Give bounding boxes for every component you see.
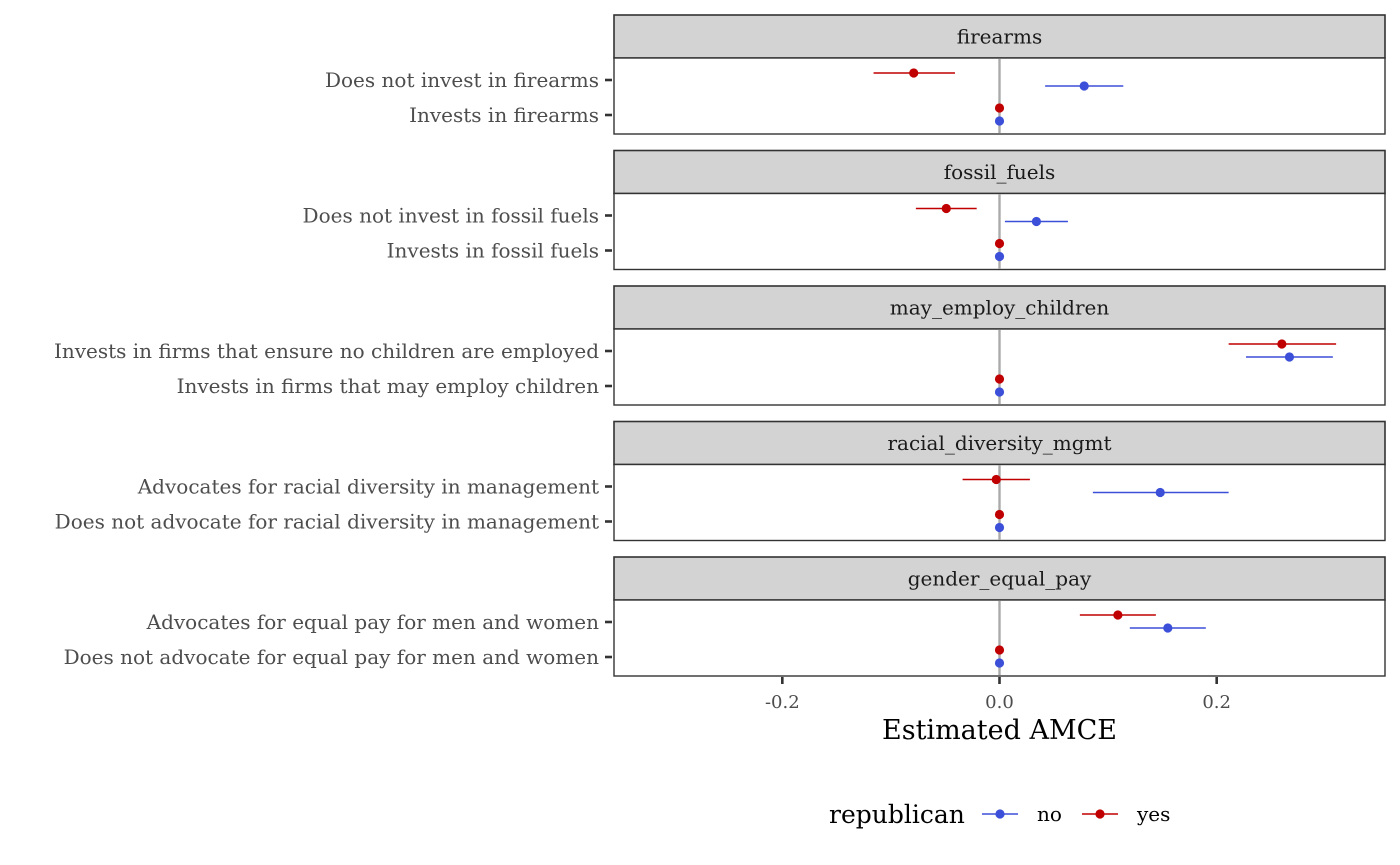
x-tick-label: 0.0 <box>985 692 1014 713</box>
legend-key-point <box>995 809 1005 819</box>
point-no <box>994 658 1005 668</box>
facet-strip <box>613 14 1386 59</box>
level-label: Does not advocate for equal pay for men … <box>64 645 600 669</box>
level-label: Advocates for racial diversity in manage… <box>137 475 599 499</box>
x-tick-label: 0.2 <box>1202 692 1231 713</box>
point-yes <box>994 509 1005 520</box>
facet-strip <box>613 285 1386 330</box>
level-label: Does not advocate for racial diversity i… <box>55 510 599 534</box>
legend-label: yes <box>1136 802 1170 826</box>
legend-label: no <box>1037 802 1062 826</box>
x-axis-title: Estimated AMCE <box>882 715 1117 746</box>
facet-title: racial_diversity_mgmt <box>887 431 1111 455</box>
level-label: Does not invest in fossil fuels <box>303 204 599 228</box>
point-no <box>994 251 1005 262</box>
point-no <box>994 116 1005 126</box>
level-label: Invests in firearms <box>409 103 599 127</box>
level-label: Invests in firms that may employ childre… <box>177 374 600 398</box>
point-no <box>1031 216 1042 227</box>
point-no <box>1284 352 1295 362</box>
point-yes <box>994 238 1005 249</box>
point-yes <box>994 103 1005 113</box>
level-label: Does not invest in firearms <box>325 68 599 92</box>
point-no <box>1163 623 1173 633</box>
point-yes <box>994 374 1005 384</box>
facet-title: firearms <box>957 25 1042 49</box>
level-label: Advocates for equal pay for men and wome… <box>146 610 599 634</box>
point-no <box>1079 81 1089 91</box>
facet-title: may_employ_children <box>890 296 1110 320</box>
point-yes <box>994 645 1005 655</box>
facet-title: fossil_fuels <box>944 160 1056 184</box>
x-tick-label: -0.2 <box>765 692 800 713</box>
point-yes <box>1277 339 1287 349</box>
facet-strip <box>613 556 1386 601</box>
point-yes <box>941 203 951 214</box>
facet-title: gender_equal_pay <box>908 567 1092 591</box>
point-no <box>994 522 1005 533</box>
point-no <box>1155 487 1165 498</box>
level-label: Invests in fossil fuels <box>387 239 599 263</box>
point-yes <box>991 474 1001 485</box>
point-yes <box>909 68 919 78</box>
legend-key-point <box>1095 809 1105 819</box>
facet-strip <box>613 149 1386 195</box>
legend-title: republican <box>829 800 965 829</box>
level-label: Invests in firms that ensure no children… <box>54 339 599 363</box>
point-no <box>994 387 1005 397</box>
point-yes <box>1113 610 1123 620</box>
